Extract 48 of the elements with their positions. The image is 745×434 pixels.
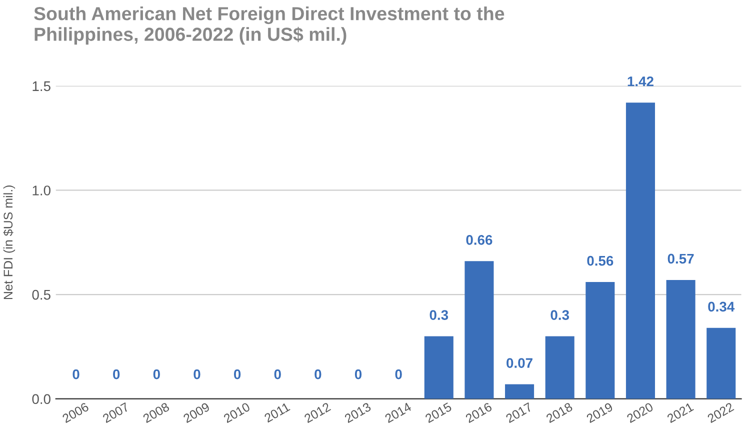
data-label: 0.56: [587, 256, 614, 266]
bar: [666, 280, 696, 399]
x-tick-label: 2019: [586, 402, 614, 424]
x-tick-label: 2017: [505, 402, 533, 424]
y-tick-label: 0.5: [32, 290, 50, 300]
data-label: 0: [72, 369, 80, 380]
data-label: 0.34: [708, 302, 735, 312]
data-label: 1.42: [628, 76, 654, 86]
x-tick-label: 2014: [384, 402, 412, 424]
bar: [545, 336, 574, 399]
data-label: 0.3: [550, 310, 569, 320]
data-label: 0: [194, 369, 200, 380]
y-tick-label: 1.5: [32, 81, 50, 92]
data-label: 0: [113, 369, 120, 380]
data-label: 0.66: [466, 235, 492, 245]
data-label: 0.57: [668, 254, 694, 264]
x-tick-label: 2010: [223, 402, 251, 424]
data-label: 0: [153, 369, 160, 380]
x-tick-label: 2021: [666, 402, 694, 424]
bar: [464, 261, 494, 399]
bar: [626, 102, 655, 399]
chart-title: South American Net Foreign Direct Investment to the Philippines, 2006-2022 (in US$ mil.): [34, 6, 504, 45]
x-tick-label: 2018: [546, 402, 574, 424]
data-label: 0: [234, 369, 241, 380]
data-label: 0: [314, 369, 322, 380]
x-tick-label: 2011: [264, 402, 290, 423]
data-label: 0: [354, 369, 362, 380]
y-tick-label: 1.0: [32, 186, 50, 196]
y-axis-title: Net FDI (in $US mil.): [3, 186, 16, 300]
x-tick-label: 2020: [626, 402, 654, 424]
x-tick-label: 2013: [344, 402, 372, 424]
data-label: 0.07: [506, 358, 532, 368]
x-tick-label: 2022: [706, 402, 734, 424]
data-label: 0.3: [430, 310, 448, 320]
x-tick-label: 2008: [142, 402, 170, 424]
x-tick-label: 2006: [62, 402, 90, 424]
x-tick-label: 2012: [304, 402, 332, 424]
data-label: 0: [395, 369, 402, 380]
bar: [586, 282, 615, 399]
y-tick-label: 0.0: [32, 394, 50, 404]
data-label: 0: [274, 369, 281, 380]
bar: [424, 336, 454, 399]
x-tick-label: 2016: [464, 402, 492, 424]
x-tick-label: 2007: [102, 402, 130, 424]
bar: [505, 384, 534, 399]
x-tick-label: 2009: [182, 402, 210, 424]
x-tick-label: 2015: [424, 402, 452, 424]
bar: [706, 328, 736, 399]
